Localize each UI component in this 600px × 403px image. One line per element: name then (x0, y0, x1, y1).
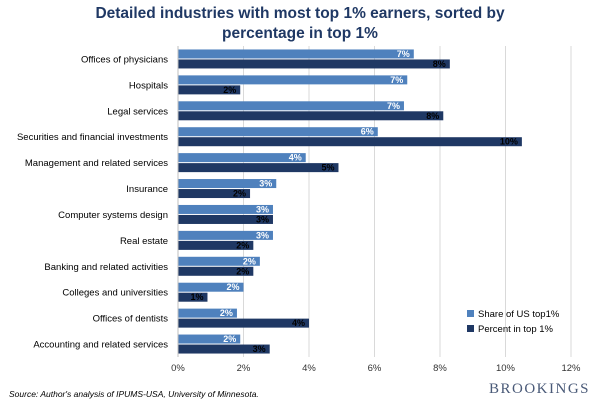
data-label: 8% (433, 59, 446, 69)
category-label: Offices of physicians (81, 54, 168, 65)
x-tick-label: 0% (171, 363, 185, 374)
chart-title-line-1: Detailed industries with most top 1% ear… (95, 5, 505, 22)
category-label: Offices of dentists (93, 314, 169, 325)
bar-share (178, 256, 260, 266)
data-label: 2% (243, 256, 256, 266)
data-label: 2% (223, 85, 236, 95)
data-label: 3% (256, 204, 269, 214)
data-label: 3% (253, 344, 266, 354)
source-note: Source: Author's analysis of IPUMS-USA, … (9, 389, 259, 399)
x-tick-label: 8% (433, 363, 447, 374)
x-tick-label: 4% (302, 363, 316, 374)
bar-share (178, 230, 273, 240)
bar-share (178, 153, 306, 163)
bar-percent (178, 189, 251, 199)
x-tick-label: 10% (496, 363, 516, 374)
data-label: 10% (500, 137, 518, 147)
category-label: Colleges and universities (62, 288, 168, 299)
data-label: 2% (226, 282, 239, 292)
bar-percent (178, 85, 241, 95)
data-label: 4% (292, 318, 305, 328)
legend-swatch (467, 310, 474, 317)
bar-percent (178, 240, 254, 250)
bar-percent (178, 214, 273, 224)
bar-share (178, 75, 408, 85)
data-label: 2% (220, 308, 233, 318)
x-tick-label: 12% (561, 363, 581, 374)
data-label: 4% (289, 153, 302, 163)
data-label: 2% (236, 266, 249, 276)
legend-swatch (467, 325, 474, 332)
bar-share (178, 204, 273, 214)
data-label: 2% (233, 189, 246, 199)
legend-label: Share of US top1% (478, 309, 560, 320)
bar-percent (178, 266, 254, 276)
data-label: 3% (256, 214, 269, 224)
x-tick-label: 6% (368, 363, 382, 374)
bar-percent (178, 344, 270, 354)
bar-share (178, 49, 414, 59)
bar-percent (178, 292, 208, 302)
data-label: 7% (387, 101, 400, 111)
category-label: Insurance (126, 184, 168, 195)
chart-title: Detailed industries with most top 1% ear… (60, 4, 540, 44)
data-label: 7% (397, 49, 410, 59)
x-tick-label: 2% (237, 363, 251, 374)
data-label: 7% (390, 75, 403, 85)
bar-percent (178, 163, 339, 173)
category-label: Securities and financial investments (17, 132, 168, 143)
category-label: Real estate (120, 236, 168, 247)
category-label: Computer systems design (58, 210, 168, 221)
data-label: 5% (321, 163, 334, 173)
chart-title-line-2: percentage in top 1% (222, 25, 378, 42)
data-label: 2% (236, 240, 249, 250)
data-label: 3% (259, 179, 272, 189)
bar-percent (178, 318, 309, 328)
bar-share (178, 127, 378, 137)
brookings-logo: BROOKINGS (488, 381, 590, 397)
data-label: 8% (426, 111, 439, 121)
data-label: 3% (256, 230, 269, 240)
bar-percent (178, 137, 522, 147)
category-label: Legal services (107, 106, 168, 117)
bar-share (178, 308, 237, 318)
data-label: 2% (223, 334, 236, 344)
bar-percent (178, 111, 444, 121)
category-label: Banking and related activities (44, 262, 168, 273)
bar-share (178, 282, 244, 292)
bar-share (178, 179, 277, 189)
data-label: 1% (190, 292, 203, 302)
legend-label: Percent in top 1% (478, 324, 554, 335)
bar-share (178, 101, 404, 111)
category-label: Management and related services (25, 158, 168, 169)
bar-share (178, 334, 241, 344)
category-label: Hospitals (129, 80, 168, 91)
category-label: Accounting and related services (33, 340, 168, 351)
bar-percent (178, 59, 450, 69)
data-label: 6% (361, 127, 374, 137)
